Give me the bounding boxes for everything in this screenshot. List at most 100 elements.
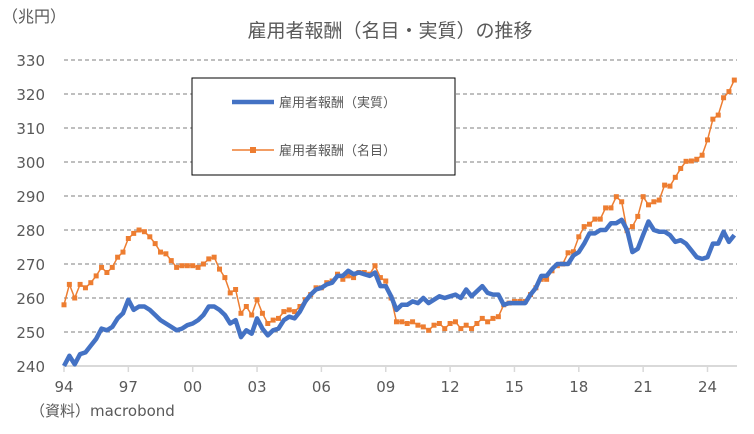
data-point-nominal <box>544 276 550 282</box>
data-point-nominal <box>570 249 576 255</box>
data-point-nominal <box>458 326 464 332</box>
data-point-nominal <box>286 307 292 313</box>
data-point-nominal <box>93 273 99 279</box>
data-point-nominal <box>495 314 501 320</box>
data-point-nominal <box>109 264 115 270</box>
data-point-nominal <box>710 116 716 122</box>
data-point-nominal <box>452 319 458 325</box>
series-line-real <box>62 217 737 368</box>
x-tick-label: 21 <box>634 378 653 396</box>
data-point-nominal <box>672 174 678 180</box>
data-point-nominal <box>731 77 737 83</box>
data-point-nominal <box>469 326 475 332</box>
legend-label-real: 雇用者報酬（実質） <box>279 95 396 111</box>
data-point-nominal <box>163 251 169 257</box>
data-point-nominal <box>174 264 180 270</box>
data-point-nominal <box>420 324 426 330</box>
data-point-nominal <box>436 321 442 326</box>
data-point-nominal <box>587 221 593 227</box>
data-point-nominal <box>656 197 662 203</box>
x-axis-ticks: 94 97 00 03 06 09 12 15 18 21 24 <box>54 366 717 396</box>
data-point-nominal <box>265 321 271 326</box>
data-point-nominal <box>292 309 298 315</box>
data-point-nominal <box>276 315 281 321</box>
data-point-nominal <box>426 327 432 333</box>
y-tick-label: 300 <box>16 154 45 172</box>
y-tick-label: 260 <box>16 290 45 308</box>
data-point-nominal <box>694 156 700 162</box>
y-tick-label: 270 <box>16 256 45 274</box>
data-point-nominal <box>629 224 635 230</box>
chart-title: 雇用者報酬（名目・実質）の推移 <box>247 20 532 42</box>
y-tick-label: 290 <box>16 188 45 206</box>
data-point-nominal <box>340 276 346 282</box>
data-point-nominal <box>592 216 598 222</box>
data-point-nominal <box>254 297 260 303</box>
data-point-nominal <box>699 152 705 158</box>
data-point-nominal <box>168 258 174 264</box>
data-point-nominal <box>297 304 303 309</box>
data-point-nominal <box>619 199 625 205</box>
data-point-nominal <box>393 319 399 325</box>
data-point-nominal <box>195 264 201 270</box>
data-point-nominal <box>158 249 164 255</box>
data-point-nominal <box>651 199 657 205</box>
data-point-nominal <box>190 263 196 269</box>
legend-label-nominal: 雇用者報酬（名目） <box>279 143 396 159</box>
data-point-nominal <box>184 263 190 269</box>
legend-box <box>191 77 456 176</box>
data-point-nominal <box>206 256 212 262</box>
data-point-nominal <box>410 319 416 325</box>
data-point-nominal <box>463 322 469 328</box>
data-point-nominal <box>141 229 147 235</box>
data-point-nominal <box>646 202 652 208</box>
data-point-nominal <box>200 261 206 267</box>
data-point-nominal <box>613 194 619 200</box>
data-point-nominal <box>377 275 383 281</box>
y-tick-label: 310 <box>16 120 45 138</box>
data-point-nominal <box>115 254 121 260</box>
data-point-nominal <box>351 275 357 281</box>
data-point-nominal <box>233 287 239 292</box>
data-point-nominal <box>678 165 684 171</box>
data-point-nominal <box>211 254 217 260</box>
data-point-nominal <box>72 295 78 301</box>
data-point-nominal <box>243 304 249 309</box>
data-point-nominal <box>82 285 88 291</box>
x-tick-label: 24 <box>698 378 717 396</box>
data-point-nominal <box>77 281 83 287</box>
legend-marker-nominal <box>250 147 256 153</box>
x-tick-label: 06 <box>312 378 331 396</box>
x-tick-label: 97 <box>119 378 138 396</box>
data-point-nominal <box>136 227 142 233</box>
data-point-nominal <box>120 249 126 255</box>
series-lines <box>61 77 737 368</box>
y-tick-label: 280 <box>16 222 45 240</box>
y-tick-label: 330 <box>16 52 45 70</box>
data-point-nominal <box>99 264 105 270</box>
data-point-nominal <box>152 241 158 247</box>
data-point-nominal <box>66 281 72 287</box>
legend: 雇用者報酬（実質） 雇用者報酬（名目） <box>191 77 456 176</box>
data-point-nominal <box>447 321 453 326</box>
data-point-nominal <box>667 183 673 189</box>
data-point-nominal <box>715 112 721 118</box>
data-point-nominal <box>635 213 641 219</box>
data-point-nominal <box>238 310 244 316</box>
data-point-nominal <box>415 322 421 328</box>
data-point-nominal <box>131 230 137 236</box>
x-tick-label: 94 <box>54 378 73 396</box>
data-point-nominal <box>431 322 437 328</box>
data-point-nominal <box>270 317 276 323</box>
data-point-nominal <box>217 266 223 272</box>
data-point-nominal <box>179 263 185 269</box>
source-note: （資料）macrobond <box>30 402 175 420</box>
data-point-nominal <box>485 319 491 325</box>
data-point-nominal <box>104 270 110 275</box>
data-point-nominal <box>597 216 603 222</box>
data-point-nominal <box>227 290 233 296</box>
y-tick-label: 320 <box>16 86 45 104</box>
data-point-nominal <box>603 205 609 211</box>
data-point-nominal <box>345 273 351 279</box>
